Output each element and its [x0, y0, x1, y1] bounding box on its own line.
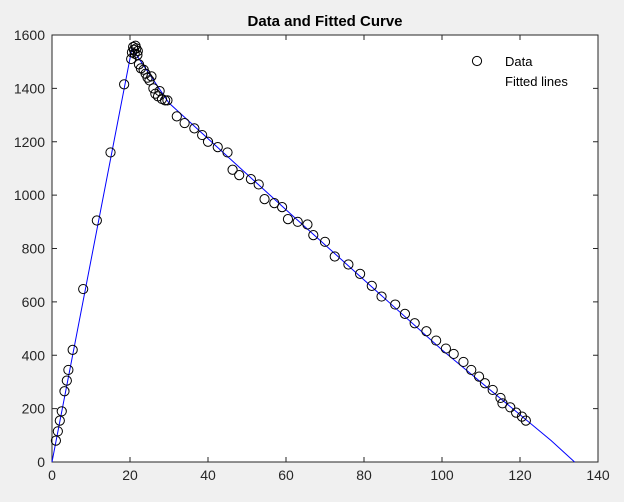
data-point [319, 236, 331, 247]
data-point [197, 129, 208, 141]
plot-area [50, 40, 575, 463]
data-point [458, 356, 469, 368]
data-point [505, 402, 516, 413]
data-point [343, 259, 354, 270]
data-point [52, 426, 63, 437]
data-point [59, 386, 70, 397]
data-point [50, 435, 62, 446]
data-point [376, 291, 387, 302]
data-point [292, 216, 303, 227]
data-point [409, 318, 420, 329]
data-point [479, 378, 490, 389]
data-point [189, 123, 200, 134]
data-point [245, 174, 256, 185]
y-tick-label: 0 [37, 454, 45, 470]
data-point [105, 147, 116, 158]
data-point [282, 214, 294, 225]
x-tick-label: 140 [586, 467, 610, 483]
data-point [179, 117, 190, 129]
data-point [308, 230, 319, 241]
data-point [146, 71, 157, 82]
data-point [277, 202, 288, 213]
data-point [487, 384, 498, 396]
data-point [154, 85, 165, 97]
y-tick-label: 1000 [14, 187, 45, 203]
legend-data-marker [471, 55, 483, 67]
x-tick-label: 20 [122, 467, 138, 483]
data-point [366, 280, 377, 291]
data-point [448, 348, 459, 360]
data-point [56, 406, 67, 417]
chart-title: Data and Fitted Curve [247, 13, 402, 30]
data-point [162, 95, 173, 106]
data-point [329, 251, 340, 262]
data-point [171, 111, 182, 122]
y-axis: 0 200 400 600 800 1000 1200 1400 1600 [14, 27, 598, 470]
y-tick-label: 400 [22, 347, 46, 363]
y-tick-label: 200 [22, 401, 46, 417]
data-point [91, 215, 102, 226]
data-point [259, 194, 270, 205]
x-tick-label: 120 [508, 467, 532, 483]
legend-data-label: Data [505, 54, 533, 69]
data-point [63, 364, 74, 376]
data-point [78, 283, 89, 295]
data-point [399, 308, 411, 319]
x-tick-label: 100 [430, 467, 454, 483]
data-point [148, 83, 159, 94]
data-point [227, 164, 238, 175]
data-point [495, 392, 506, 404]
data-point [129, 48, 140, 59]
data-point [390, 299, 401, 310]
data-points [50, 40, 531, 446]
data-point [466, 364, 477, 376]
data-point [212, 141, 223, 153]
data-point [302, 219, 313, 230]
data-point [497, 398, 508, 409]
y-tick-label: 1400 [14, 80, 45, 96]
data-point [202, 136, 214, 147]
data-point [132, 45, 143, 57]
y-tick-label: 1200 [14, 134, 45, 150]
y-tick-label: 600 [22, 294, 46, 310]
data-point [222, 147, 233, 158]
legend-fit-label: Fitted lines [505, 74, 568, 89]
data-point [67, 344, 78, 356]
x-tick-label: 0 [48, 467, 56, 483]
x-axis: 0 20 40 60 80 100 120 140 [48, 35, 610, 483]
data-point [355, 268, 366, 279]
x-tick-label: 80 [356, 467, 372, 483]
axes-background [51, 34, 599, 463]
data-point [440, 343, 451, 354]
data-point [61, 375, 72, 386]
data-point [431, 335, 442, 346]
legend: Data Fitted lines [471, 54, 568, 89]
data-point [421, 326, 432, 337]
data-point [234, 170, 245, 181]
data-point [54, 415, 65, 426]
data-point [119, 79, 130, 90]
x-tick-label: 40 [200, 467, 216, 483]
data-point [269, 198, 280, 209]
data-point [516, 411, 528, 422]
data-point [473, 371, 485, 382]
data-point [520, 415, 531, 426]
x-tick-label: 60 [278, 467, 294, 483]
data-point [253, 179, 264, 190]
data-point [160, 95, 171, 106]
y-tick-label: 1600 [14, 27, 45, 43]
data-point [131, 43, 142, 54]
y-tick-label: 800 [22, 241, 46, 257]
